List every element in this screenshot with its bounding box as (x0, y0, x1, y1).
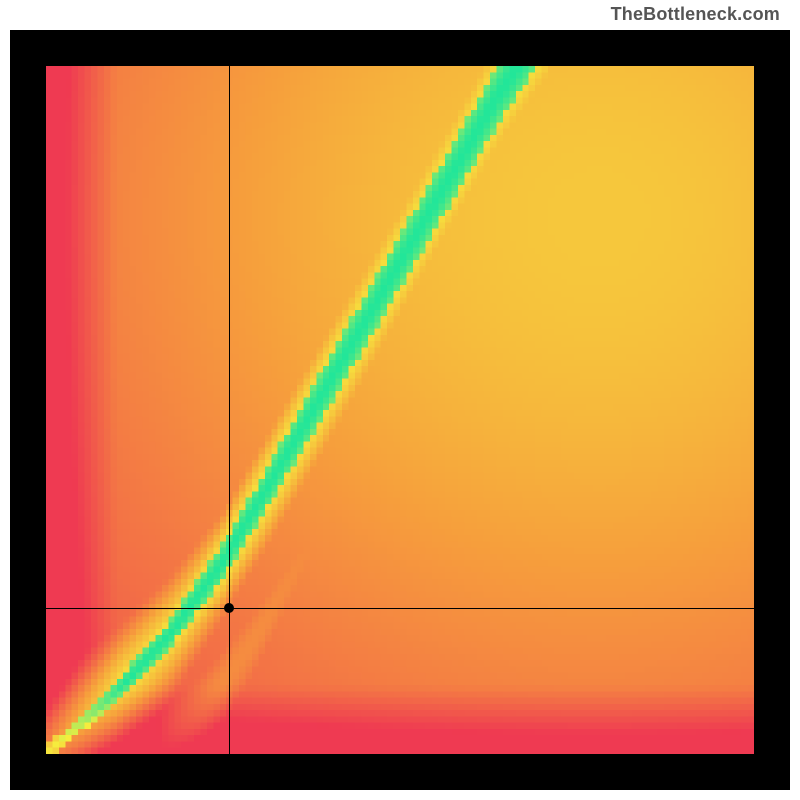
marker-dot (224, 603, 234, 613)
plot-frame (10, 30, 790, 790)
attribution-text: TheBottleneck.com (611, 4, 780, 25)
crosshair-vertical (229, 66, 230, 754)
plot-area (46, 66, 754, 754)
chart-container: TheBottleneck.com (0, 0, 800, 800)
crosshair-horizontal (46, 608, 754, 609)
heatmap-canvas (46, 66, 754, 754)
